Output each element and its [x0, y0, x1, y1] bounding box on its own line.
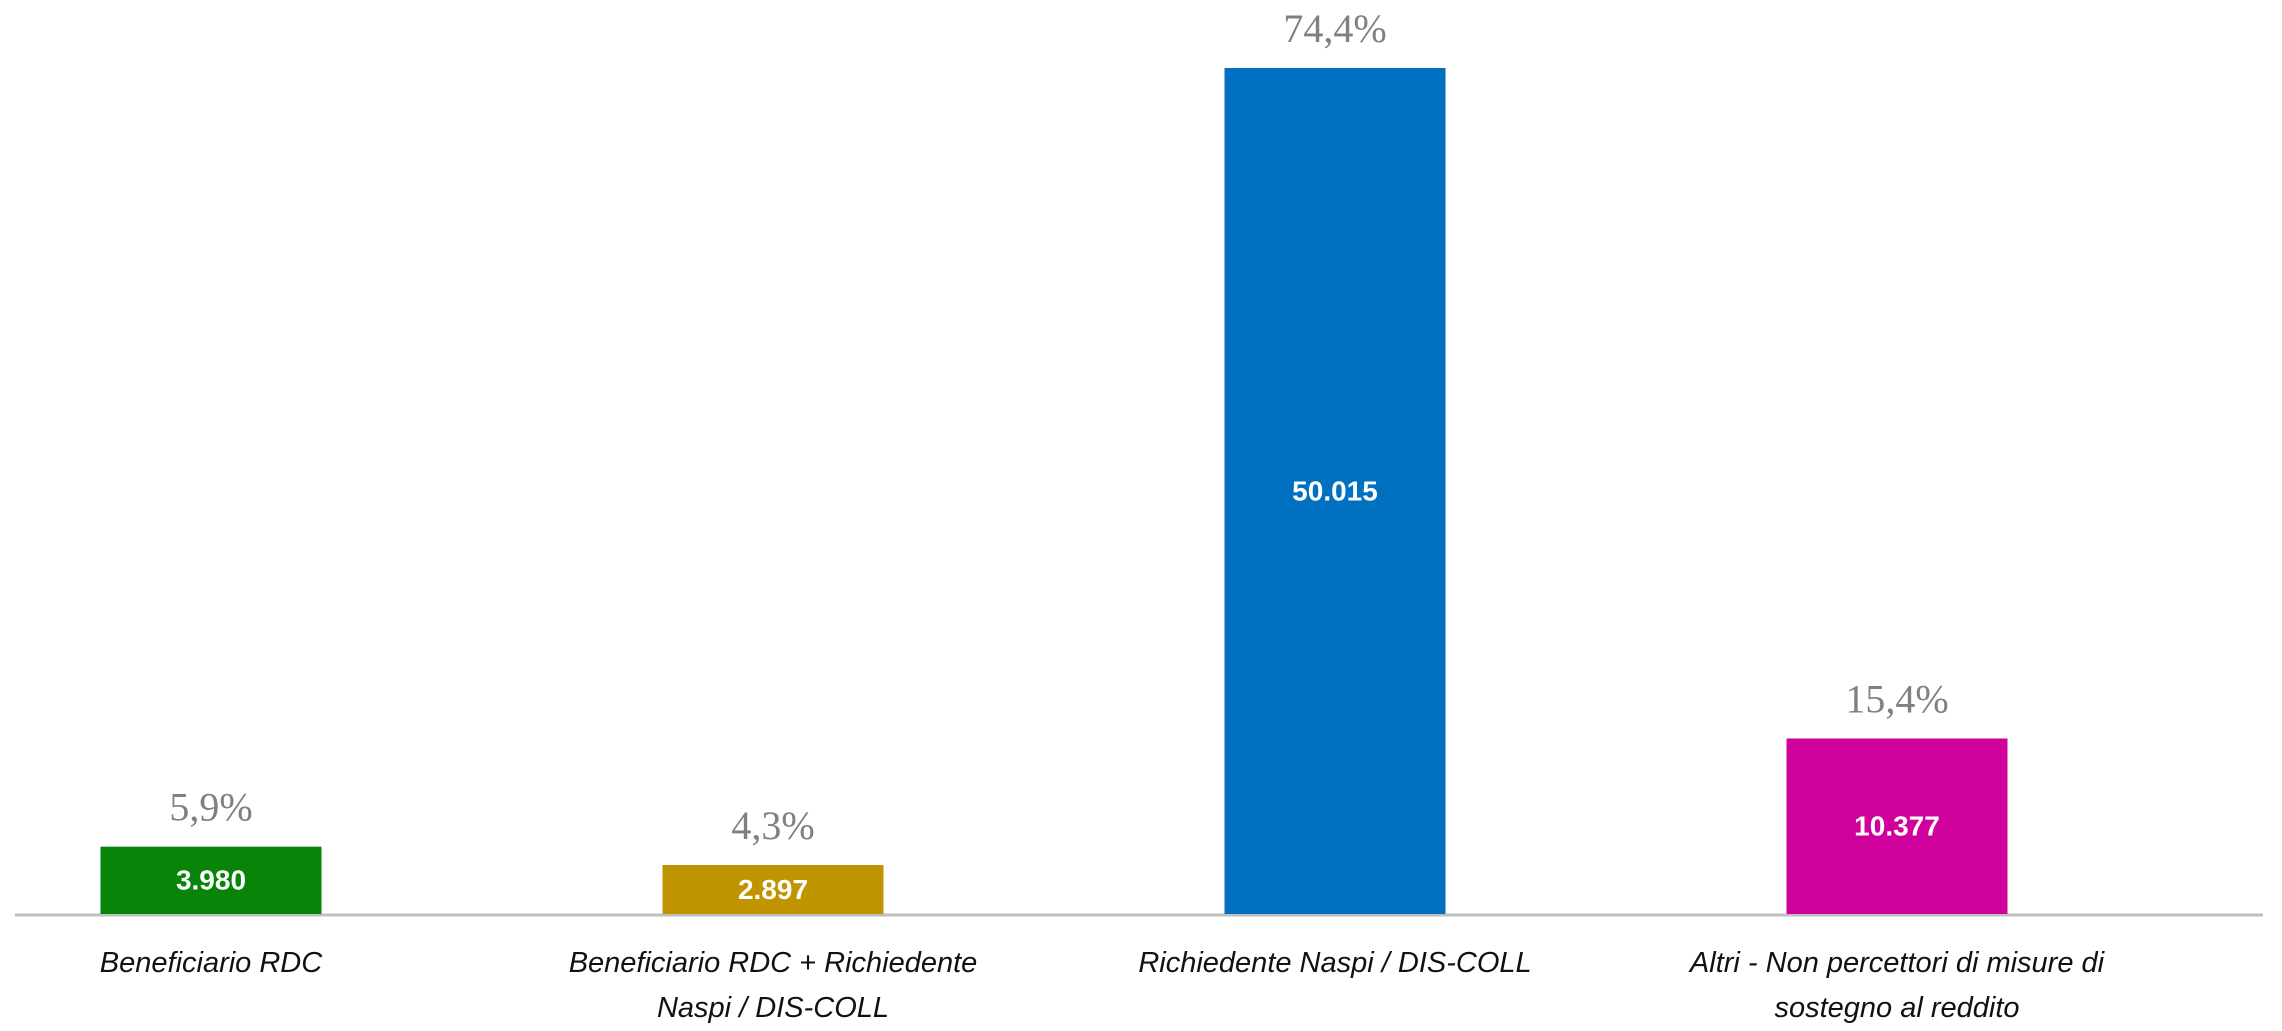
share-label: 74,4%: [1283, 6, 1386, 51]
value-label: 3.980: [176, 865, 246, 896]
x-tick-label: Beneficiario RDC: [99, 947, 323, 979]
bar: [100, 846, 322, 914]
share-label: 5,9%: [169, 785, 252, 830]
share-label: 4,3%: [731, 803, 814, 848]
value-label: 50.015: [1292, 475, 1378, 506]
x-tick-label: Altri - Non percettori di misure di sost…: [1689, 947, 2105, 1024]
value-label: 10.377: [1854, 811, 1940, 842]
share-label: 15,4%: [1845, 676, 1948, 721]
bar: [1786, 738, 2008, 914]
x-tick-label: Richiedente Naspi / DIS-COLL: [1138, 947, 1532, 979]
bar: [1224, 68, 1446, 914]
bar: [662, 864, 884, 914]
value-label: 2.897: [738, 874, 808, 905]
x-tick-label: Beneficiario RDC + Richiedente Naspi / D…: [568, 947, 978, 1024]
